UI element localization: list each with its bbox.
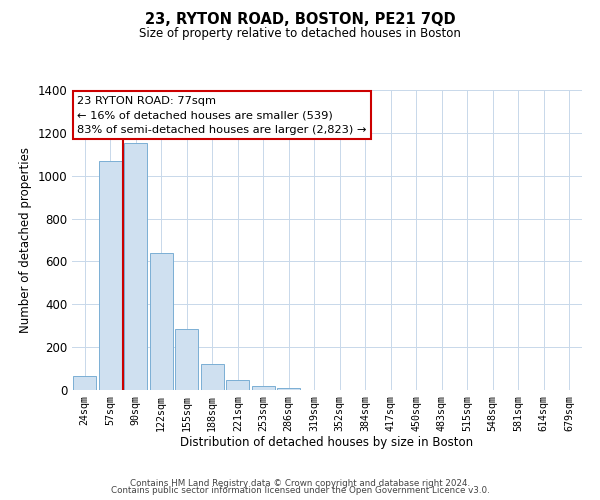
- Y-axis label: Number of detached properties: Number of detached properties: [19, 147, 32, 333]
- X-axis label: Distribution of detached houses by size in Boston: Distribution of detached houses by size …: [181, 436, 473, 450]
- Bar: [277, 388, 300, 390]
- Bar: [175, 329, 198, 390]
- Bar: [150, 253, 173, 390]
- Text: Contains public sector information licensed under the Open Government Licence v3: Contains public sector information licen…: [110, 486, 490, 495]
- Text: Size of property relative to detached houses in Boston: Size of property relative to detached ho…: [139, 28, 461, 40]
- Text: Contains HM Land Registry data © Crown copyright and database right 2024.: Contains HM Land Registry data © Crown c…: [130, 478, 470, 488]
- Text: 23, RYTON ROAD, BOSTON, PE21 7QD: 23, RYTON ROAD, BOSTON, PE21 7QD: [145, 12, 455, 28]
- Bar: [252, 386, 275, 390]
- Text: 23 RYTON ROAD: 77sqm
← 16% of detached houses are smaller (539)
83% of semi-deta: 23 RYTON ROAD: 77sqm ← 16% of detached h…: [77, 96, 367, 135]
- Bar: [99, 160, 122, 390]
- Bar: [201, 364, 224, 390]
- Bar: [73, 376, 96, 390]
- Bar: [124, 142, 147, 390]
- Bar: [226, 380, 249, 390]
